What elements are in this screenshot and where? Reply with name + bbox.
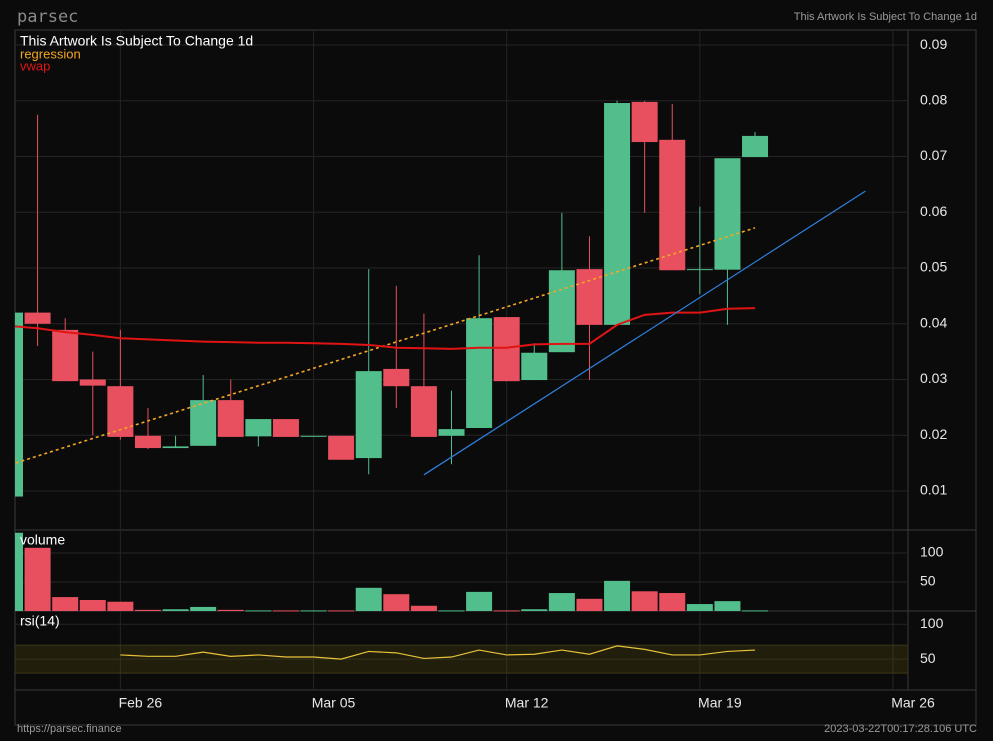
- volume-bar: [493, 610, 520, 612]
- y-tick-label: 0.09: [920, 36, 947, 52]
- candle-body: [245, 419, 272, 437]
- y-tick-label: 100: [920, 615, 944, 631]
- y-tick-label: 0.05: [920, 259, 947, 275]
- candle-body: [328, 435, 355, 460]
- volume-bar: [466, 591, 493, 611]
- overlay-line: [15, 307, 756, 350]
- candle-body: [15, 312, 23, 497]
- panel-title: rsi(14): [20, 613, 60, 629]
- panel-title: volume: [20, 532, 65, 548]
- volume-bar: [604, 580, 631, 611]
- volume-bar: [245, 610, 272, 612]
- x-tick-label: Mar 12: [505, 695, 549, 711]
- volume-bar: [24, 547, 51, 611]
- volume-bar: [300, 610, 327, 612]
- volume-bar: [686, 604, 713, 611]
- y-tick-label: 0.04: [920, 314, 947, 330]
- volume-bar: [52, 597, 79, 611]
- y-tick-label: 50: [920, 650, 936, 666]
- volume-bar: [631, 591, 658, 611]
- candle-body: [493, 317, 520, 382]
- candle-body: [24, 312, 51, 324]
- candle-body: [134, 435, 161, 449]
- candle-body: [576, 269, 603, 325]
- volume-bar: [162, 609, 189, 611]
- volume-bar: [548, 593, 575, 611]
- trend-line: [423, 190, 866, 476]
- candle-body: [714, 158, 741, 270]
- y-tick-label: 0.02: [920, 426, 947, 442]
- y-tick-label: 0.03: [920, 370, 947, 386]
- header-title: This Artwork Is Subject To Change 1d: [794, 11, 977, 23]
- candle-body: [355, 371, 382, 459]
- y-tick-label: 0.06: [920, 203, 947, 219]
- volume-bar: [79, 599, 106, 611]
- candle-body: [631, 101, 658, 143]
- rsi-line: [120, 645, 756, 660]
- candle-body: [107, 386, 134, 437]
- volume-bar: [134, 609, 161, 611]
- candle-body: [659, 139, 686, 271]
- volume-bar: [383, 594, 410, 611]
- candle-body: [604, 103, 631, 325]
- candle-body: [383, 368, 410, 387]
- candle-body: [410, 386, 437, 437]
- x-tick-label: Mar 19: [698, 695, 742, 711]
- y-tick-label: 0.07: [920, 147, 947, 163]
- y-tick-label: 50: [920, 573, 936, 589]
- volume-bar: [217, 609, 244, 611]
- candle-body: [438, 429, 465, 436]
- panel-title: This Artwork Is Subject To Change 1d: [20, 33, 253, 49]
- rsi-band: [15, 644, 908, 674]
- candle-body: [300, 435, 327, 437]
- volume-bar: [659, 593, 686, 611]
- volume-bar: [272, 610, 299, 612]
- candle-body: [548, 270, 575, 353]
- candle-body: [162, 446, 189, 449]
- volume-bar: [190, 606, 217, 611]
- y-tick-label: 0.01: [920, 482, 947, 498]
- volume-bar: [438, 610, 465, 612]
- volume-bar: [742, 610, 769, 612]
- x-tick-label: Mar 05: [312, 695, 356, 711]
- labels: 0.01 0.02 0.03 0.04 0.05 0.06 0.07 0.08 0.09 50 10…: [20, 33, 947, 711]
- volume-bar: [107, 601, 134, 611]
- legend-entry: vwap: [20, 58, 50, 73]
- candle-body: [466, 318, 493, 428]
- candle-body: [79, 379, 106, 386]
- candle-body: [521, 352, 548, 381]
- volume-bar: [714, 601, 741, 611]
- volume-bar: [355, 587, 382, 611]
- candle-body: [272, 419, 299, 437]
- plot-area: [15, 30, 908, 690]
- volume-bar: [15, 532, 23, 611]
- footer-url: https://parsec.finance: [17, 723, 122, 735]
- volume-bar: [328, 610, 355, 612]
- candle-body: [742, 135, 769, 158]
- y-tick-label: 100: [920, 544, 944, 560]
- x-tick-label: Feb 26: [119, 695, 163, 711]
- brand: parsec: [17, 7, 78, 27]
- candle-body: [217, 400, 244, 437]
- volume-bar: [576, 598, 603, 611]
- candle-body: [686, 269, 713, 271]
- candle-body: [52, 329, 79, 382]
- x-tick-label: Mar 26: [891, 695, 935, 711]
- volume-bar: [410, 605, 437, 611]
- legend-entry: regression: [20, 46, 81, 61]
- volume-bar: [521, 609, 548, 611]
- y-tick-label: 0.08: [920, 91, 947, 107]
- candle-body: [190, 400, 217, 446]
- footer-timestamp: 2023-03-22T00:17:28.106 UTC: [824, 723, 977, 735]
